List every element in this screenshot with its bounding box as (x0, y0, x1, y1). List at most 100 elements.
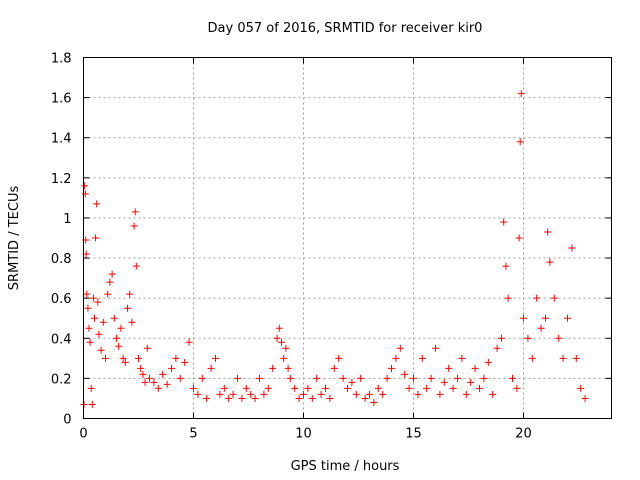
data-point (502, 262, 510, 270)
data-point (212, 354, 219, 362)
data-point (81, 190, 89, 198)
data-point (141, 378, 149, 386)
data-point (108, 270, 116, 278)
data-point (88, 400, 96, 408)
data-point (91, 314, 98, 322)
data-point (445, 364, 453, 372)
data-point (87, 384, 95, 392)
y-tick-label: 1.8 (51, 52, 72, 67)
data-point (154, 384, 162, 392)
data-point (335, 354, 343, 362)
data-point (97, 346, 105, 354)
data-point (185, 338, 193, 346)
data-point (383, 374, 391, 382)
data-point (515, 234, 523, 242)
data-point (440, 378, 448, 386)
data-point (130, 222, 138, 230)
data-point (168, 364, 175, 372)
x-tick-label: 0 (79, 427, 87, 442)
data-point (110, 314, 118, 322)
plot-frame (83, 57, 612, 419)
data-point (194, 390, 202, 398)
data-point (392, 354, 400, 362)
x-tick-label: 20 (515, 427, 532, 442)
data-point (493, 344, 501, 352)
data-point (291, 384, 299, 392)
data-point (198, 374, 206, 382)
data-point (480, 374, 488, 382)
data-point (533, 294, 541, 302)
data-point (304, 384, 312, 392)
data-point (500, 218, 508, 226)
data-point (117, 324, 125, 332)
x-tick-label: 15 (405, 427, 422, 442)
data-point (330, 364, 338, 372)
x-tick-label: 10 (295, 427, 312, 442)
data-point (81, 182, 89, 190)
data-point (467, 378, 475, 386)
data-point (93, 200, 101, 208)
data-point (181, 358, 189, 366)
data-point (137, 364, 145, 372)
data-point (86, 338, 94, 346)
data-point (423, 384, 431, 392)
data-point (278, 338, 285, 346)
data-point (559, 354, 567, 362)
data-point (251, 394, 259, 402)
data-point (339, 374, 347, 382)
data-point (284, 364, 292, 372)
data-point (126, 290, 134, 298)
data-point (524, 334, 532, 342)
data-point (89, 294, 97, 302)
data-point (190, 384, 197, 392)
y-tick-label: 0 (63, 413, 71, 428)
data-point (260, 390, 268, 398)
data-point (410, 374, 417, 382)
data-point (520, 314, 527, 322)
axis-ticks: 0 0.2 0.4 0.6 0.8 1 1.2 1.4 1.6 1.8 0 5 10 15 20 (51, 52, 612, 442)
data-point (568, 244, 576, 252)
y-tick-label: 1.6 (51, 92, 72, 107)
data-point (119, 354, 127, 362)
data-point (94, 298, 102, 306)
data-point (176, 374, 184, 382)
chart-title: Day 057 of 2016, SRMTID for receiver kir… (208, 21, 483, 36)
data-point (313, 374, 321, 382)
data-point (115, 342, 123, 350)
data-point (581, 394, 589, 402)
data-points (80, 90, 589, 408)
data-point (544, 228, 552, 236)
data-point (418, 354, 426, 362)
data-point (229, 390, 237, 398)
x-axis-label: GPS time / hours (291, 459, 400, 474)
data-point (106, 278, 114, 286)
data-point (264, 384, 272, 392)
data-point (207, 364, 215, 372)
data-point (374, 384, 382, 392)
data-point (317, 390, 325, 398)
y-tick-label: 0.2 (51, 372, 72, 387)
data-point (234, 374, 241, 382)
data-point (509, 374, 516, 382)
data-point (458, 354, 466, 362)
data-point (489, 390, 497, 398)
data-point (454, 374, 461, 382)
data-point (131, 208, 139, 216)
data-point (104, 290, 112, 298)
data-point (128, 318, 136, 326)
data-point (504, 294, 512, 302)
data-point (121, 358, 129, 366)
data-point (113, 334, 120, 342)
data-point (300, 390, 307, 398)
data-point (542, 314, 549, 322)
data-point (550, 294, 558, 302)
grid-lines (83, 57, 612, 419)
data-point (476, 384, 483, 392)
data-point (357, 374, 365, 382)
data-point (436, 390, 444, 398)
data-point (572, 354, 580, 362)
data-point (348, 378, 356, 386)
data-point (528, 354, 536, 362)
data-point (366, 390, 373, 398)
